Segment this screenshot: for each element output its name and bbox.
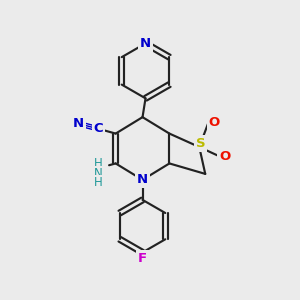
Text: N: N — [94, 167, 103, 180]
Text: O: O — [219, 150, 230, 163]
Text: H: H — [94, 157, 103, 170]
Text: O: O — [208, 116, 220, 129]
Text: N: N — [73, 117, 84, 130]
Text: H: H — [94, 176, 103, 189]
Text: C: C — [94, 122, 104, 135]
Text: N: N — [137, 173, 148, 186]
Text: F: F — [138, 252, 147, 265]
Text: S: S — [196, 137, 206, 150]
Text: N: N — [140, 37, 151, 50]
